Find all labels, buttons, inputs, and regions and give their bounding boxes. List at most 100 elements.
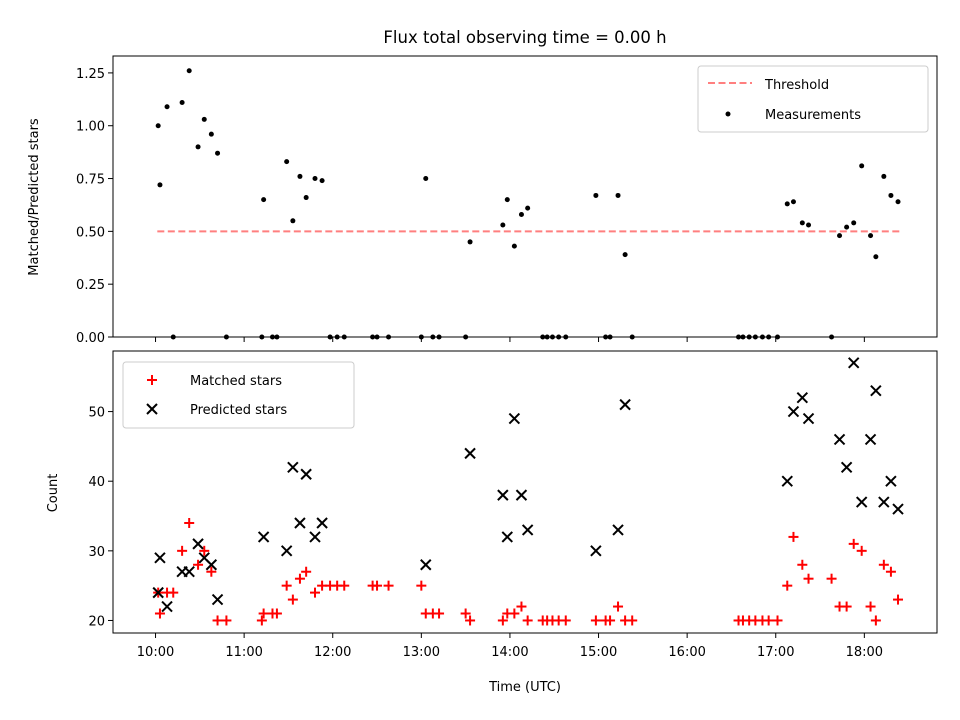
- matched-star-point: [177, 545, 188, 556]
- measurement-point: [511, 243, 517, 249]
- matched-star-point: [856, 545, 867, 556]
- matched-star-point: [301, 566, 312, 577]
- bottom-legend-frame: [122, 361, 355, 429]
- chart-title: Flux total observing time = 0.00 h: [383, 28, 666, 47]
- matched-star-point: [772, 615, 783, 626]
- predicted-star-point: [280, 545, 293, 557]
- top-legend: Threshold Measurements: [697, 65, 929, 133]
- predicted-star-point: [840, 461, 853, 473]
- measurement-point: [312, 176, 318, 182]
- matched-star-point: [605, 615, 616, 626]
- predicted-star-point: [316, 517, 328, 529]
- top-plot-frame: [112, 55, 938, 338]
- bottom-count-plot: 20 30 40 50 10:00 11:00 12:00 13:00 14:00 15:00 16…: [88, 350, 938, 660]
- matched-star-point: [199, 545, 210, 556]
- predicted-star-point: [885, 475, 897, 487]
- top-y-tick-label: 1.25: [76, 67, 105, 82]
- measurement-point: [164, 104, 170, 110]
- measurement-point: [525, 205, 531, 211]
- predicted-star-point: [300, 468, 312, 480]
- measurement-point: [297, 173, 303, 179]
- measurement-point: [851, 220, 857, 226]
- predicted-star-point: [833, 433, 846, 446]
- matched-star-point: [797, 559, 808, 570]
- predicted-star-point: [855, 496, 868, 508]
- matched-star-point: [434, 608, 445, 619]
- measurement-point: [799, 220, 805, 226]
- matched-star-point: [497, 615, 508, 626]
- x-tick-label: 15:00: [580, 645, 617, 660]
- x-tick-label: 14:00: [491, 645, 528, 660]
- matched-star-point: [310, 587, 321, 598]
- measurement-point: [881, 173, 887, 179]
- x-tick-label: 13:00: [403, 645, 440, 660]
- predicted-star-point: [787, 405, 800, 418]
- top-ratio-plot: 0.00 0.25 0.50 0.75 1.00 1.25: [76, 55, 938, 346]
- top-legend-frame: [697, 65, 929, 133]
- predicted-star-point: [161, 600, 173, 613]
- predicted-star-point: [205, 559, 218, 571]
- measurement-point: [790, 199, 796, 205]
- measurement-point: [179, 99, 185, 105]
- top-y-tick-label: 0.00: [76, 331, 105, 346]
- x-tick-label: 17:00: [757, 645, 794, 660]
- predicted-star-point: [309, 531, 321, 543]
- measurement-point: [186, 68, 192, 74]
- predicted-star-point: [619, 398, 631, 411]
- predicted-star-point: [878, 496, 890, 508]
- predicted-star-point: [183, 566, 195, 578]
- measurement-point: [784, 201, 790, 207]
- bottom-y-axis-label: Count: [46, 474, 61, 513]
- x-tick-label: 11:00: [225, 645, 262, 660]
- matched-star-point: [509, 608, 520, 619]
- predicted-star-point: [521, 524, 534, 536]
- measurement-point: [622, 252, 628, 258]
- matched-star-point: [803, 573, 814, 584]
- predicted-star-point: [864, 433, 877, 446]
- matched-star-point: [271, 608, 282, 619]
- matched-star-point: [870, 615, 881, 626]
- top-y-tick-label: 0.75: [76, 173, 105, 188]
- predicted-star-point: [870, 384, 882, 397]
- matched-star-point: [788, 531, 799, 542]
- matched-star-point: [627, 615, 638, 626]
- predicted-star-point: [848, 357, 860, 369]
- predicted-star-point: [515, 489, 528, 501]
- predicted-star-point: [464, 447, 476, 460]
- matched-star-point: [885, 566, 896, 577]
- matched-star-point: [193, 559, 204, 570]
- measurement-point: [518, 211, 524, 217]
- x-tick-label: 18:00: [846, 645, 883, 660]
- measurement-point: [319, 178, 325, 184]
- measurement-point: [303, 195, 309, 201]
- bottom-y-tick-label: 40: [88, 475, 105, 490]
- matched-star-point: [841, 601, 852, 612]
- matched-star-point: [206, 566, 217, 577]
- x-tick-label: 12:00: [314, 645, 351, 660]
- top-y-tick-label: 1.00: [76, 120, 105, 135]
- measurement-point: [859, 163, 865, 169]
- measurement-point: [208, 131, 214, 137]
- matched-star-point: [560, 615, 571, 626]
- measurement-point: [215, 150, 221, 156]
- bottom-y-tick-label: 50: [88, 406, 105, 421]
- measurement-point: [284, 159, 290, 165]
- predicted-stars-legend-label: Predicted stars: [190, 403, 287, 418]
- bottom-legend: Matched stars Predicted stars: [122, 361, 355, 429]
- matched-star-point: [590, 615, 601, 626]
- measurement-point: [615, 192, 621, 198]
- predicted-star-point: [287, 461, 299, 473]
- predicted-star-point: [802, 412, 815, 425]
- predicted-star-point: [892, 503, 904, 515]
- predicted-stars-legend-marker: [146, 403, 158, 415]
- measurement-point: [593, 192, 599, 198]
- x-axis-label: Time (UTC): [488, 680, 561, 695]
- predicted-star-point: [590, 545, 602, 557]
- matched-star-point: [281, 580, 292, 591]
- matched-star-point: [865, 601, 876, 612]
- predicted-star-point: [501, 531, 513, 543]
- measurement-point: [157, 182, 163, 188]
- measurement-point: [873, 254, 879, 260]
- top-y-tick-label: 0.50: [76, 225, 105, 240]
